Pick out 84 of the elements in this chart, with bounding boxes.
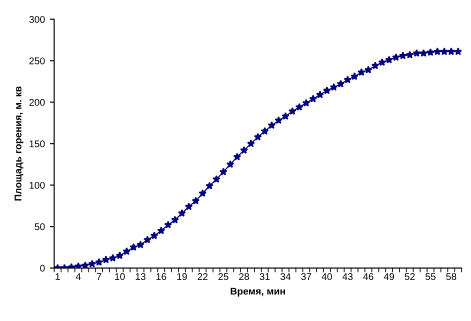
point: [350, 72, 359, 80]
y-tick-label: 250: [29, 57, 45, 64]
point: [233, 152, 242, 160]
point: [392, 53, 400, 61]
point: [184, 202, 193, 210]
point: [371, 62, 380, 70]
point: [95, 258, 104, 266]
x-tick-label: 28: [239, 273, 250, 280]
x-tick-label: 7: [96, 273, 102, 280]
point: [406, 50, 414, 58]
point: [378, 58, 386, 66]
point: [316, 90, 324, 98]
point: [136, 240, 144, 248]
point: [412, 49, 421, 57]
point: [130, 243, 138, 251]
point: [433, 47, 442, 56]
point: [198, 189, 207, 197]
point: [454, 47, 462, 56]
x-tick-label: 31: [260, 273, 270, 280]
point: [420, 49, 428, 57]
point: [74, 262, 82, 268]
point: [268, 121, 276, 129]
y-tick-label: 150: [30, 140, 45, 148]
point: [116, 251, 124, 260]
point: [357, 68, 366, 76]
point: [440, 47, 448, 56]
y-tick-label: 50: [34, 223, 45, 230]
point: [157, 226, 166, 234]
x-tick-label: 52: [404, 273, 415, 280]
x-tick-label: 10: [115, 273, 125, 280]
point: [302, 98, 310, 107]
point: [122, 247, 131, 255]
point: [108, 254, 117, 262]
point: [295, 102, 304, 111]
point: [150, 232, 158, 240]
point: [206, 182, 214, 190]
y-axis-title: Площадь горения, м. кв: [14, 86, 24, 201]
point: [192, 196, 200, 204]
y-tick-label: 300: [29, 16, 45, 23]
point: [330, 83, 338, 91]
point: [426, 48, 435, 56]
x-tick-label: 25: [218, 273, 228, 280]
point: [344, 76, 352, 84]
point: [281, 112, 290, 120]
point: [447, 47, 456, 56]
x-tick-label: 55: [425, 273, 436, 280]
x-tick-label: 19: [177, 273, 187, 280]
point: [102, 256, 110, 264]
y-tick-label: 0: [40, 264, 45, 272]
point: [246, 139, 255, 148]
point: [364, 66, 372, 74]
x-tick-label: 43: [342, 273, 353, 280]
point: [322, 86, 331, 94]
x-tick-label: 4: [76, 273, 81, 280]
x-tick-label: 22: [198, 273, 208, 280]
x-tick-label: 58: [446, 273, 456, 280]
x-axis-title: Время, мин: [230, 288, 285, 297]
point: [143, 236, 152, 244]
point: [260, 127, 269, 135]
point: [240, 146, 248, 154]
point: [171, 216, 180, 224]
x-tick-label: 46: [363, 273, 374, 280]
point: [226, 160, 234, 168]
x-tick-label: 37: [301, 273, 312, 280]
y-tick-label: 200: [29, 98, 45, 106]
point: [219, 168, 228, 176]
point: [254, 132, 262, 141]
point: [288, 107, 296, 115]
y-tick-label: 100: [30, 182, 45, 189]
point: [164, 220, 172, 228]
x-tick-label: 34: [280, 273, 291, 280]
point: [309, 94, 318, 102]
x-tick-label: 16: [156, 273, 166, 280]
x-tick-label: 13: [136, 273, 146, 280]
point: [274, 116, 283, 124]
point: [385, 56, 394, 64]
point: [336, 80, 345, 88]
point: [88, 260, 96, 268]
point: [212, 175, 220, 183]
x-tick-label: 49: [384, 273, 394, 280]
point: [178, 209, 186, 217]
x-tick-label: 1: [56, 273, 60, 280]
x-tick-label: 40: [322, 273, 332, 280]
point: [398, 52, 407, 60]
